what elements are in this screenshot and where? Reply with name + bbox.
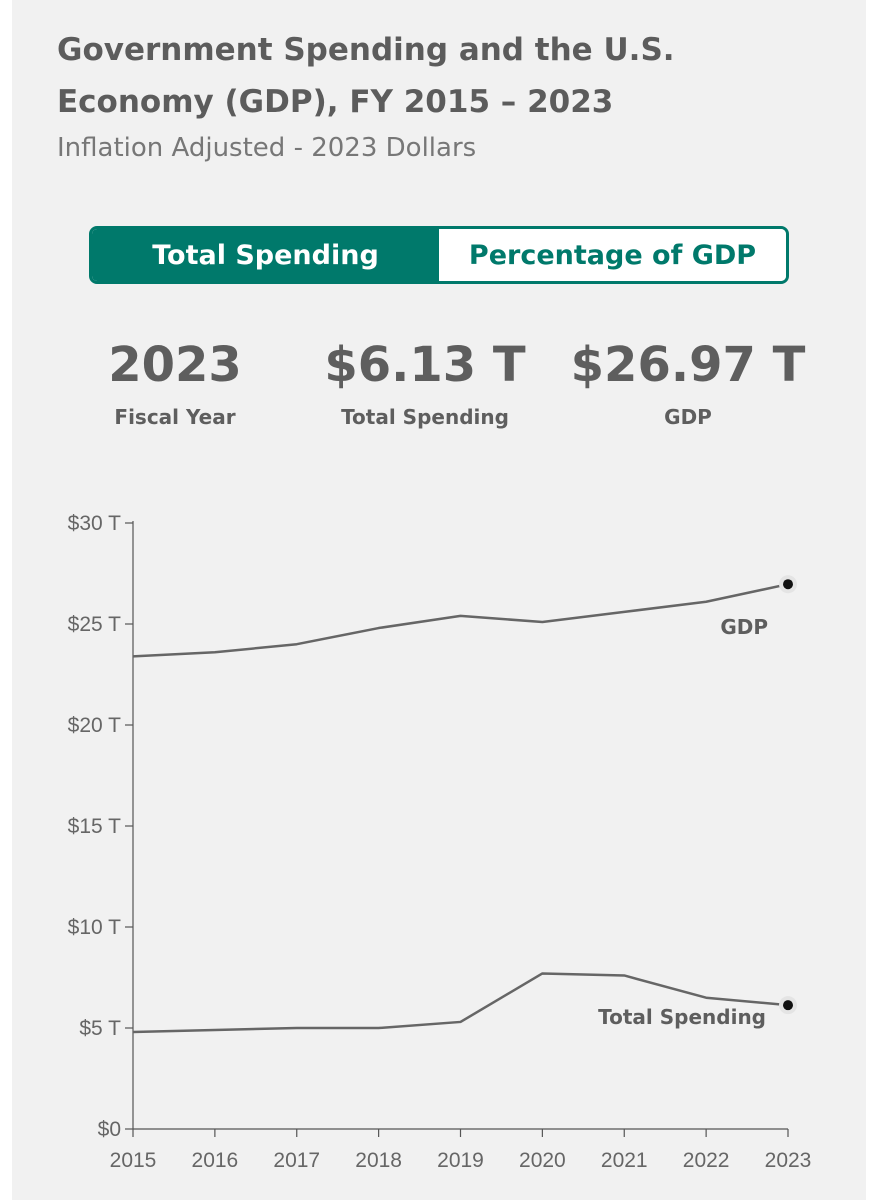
x-tick-label: 2016 <box>192 1149 239 1172</box>
fiscal-year-label: Fiscal Year <box>114 405 236 429</box>
total-spending-label: Total Spending <box>341 405 509 429</box>
x-tick-label: 2015 <box>110 1149 157 1172</box>
y-tick-label: $30 T <box>68 512 121 535</box>
page-title: Government Spending and the U.S. Economy… <box>57 32 675 120</box>
y-tick-label: $15 T <box>68 815 121 838</box>
series-label: GDP <box>720 615 768 639</box>
series-line-1 <box>132 972 789 1034</box>
x-tick-label: 2019 <box>437 1149 484 1172</box>
percentage-of-gdp-toggle-button[interactable]: Percentage of GDP <box>439 229 786 281</box>
x-tick-label: 2023 <box>765 1149 812 1172</box>
gdp-value: $26.97 T <box>570 337 806 393</box>
y-tick-label: $10 T <box>68 916 121 939</box>
x-tick-label: 2018 <box>355 1149 402 1172</box>
series-label: Total Spending <box>598 1005 766 1029</box>
x-tick-label: 2022 <box>683 1149 730 1172</box>
page-subtitle: Inflation Adjusted - 2023 Dollars <box>57 133 477 163</box>
y-tick-label: $5 T <box>79 1017 121 1040</box>
x-tick-label: 2020 <box>519 1149 566 1172</box>
total-spending-value: $6.13 T <box>324 337 526 393</box>
series-end-marker <box>783 579 793 590</box>
gdp-stat: $26.97 T GDP <box>570 335 806 431</box>
x-tick-label: 2017 <box>273 1149 320 1172</box>
x-tick-label: 2021 <box>601 1149 648 1172</box>
fiscal-year-stat: 2023 Fiscal Year <box>90 335 260 431</box>
fiscal-year-value: 2023 <box>108 337 242 393</box>
series-line-0 <box>132 582 789 658</box>
gdp-label: GDP <box>664 405 712 429</box>
y-tick-label: $25 T <box>68 613 121 636</box>
series-end-marker <box>783 1000 793 1011</box>
view-toggle: Total Spending Percentage of GDP <box>89 226 789 284</box>
y-tick-label: $20 T <box>68 714 121 737</box>
total-spending-toggle-button[interactable]: Total Spending <box>92 229 439 281</box>
total-spending-stat: $6.13 T Total Spending <box>312 335 538 431</box>
y-tick-label: $0 <box>98 1118 121 1141</box>
